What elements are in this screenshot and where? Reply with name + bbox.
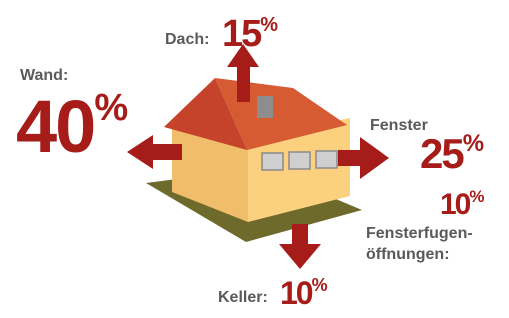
value: 25 — [420, 130, 464, 177]
arrow-left — [150, 144, 182, 160]
arrow-left-head — [127, 135, 153, 169]
percent: 10% — [280, 275, 328, 311]
window — [262, 153, 283, 170]
arrow-up — [237, 64, 250, 102]
value: 15 — [222, 13, 262, 55]
unit: % — [94, 87, 127, 129]
label: Dach: — [165, 31, 209, 48]
heat-loss-diagram: Dach: 15% Wand: 40% Fenster 25% 10% Fens… — [0, 0, 509, 318]
arrow-down-head — [279, 244, 321, 269]
label: Fensterfugen- — [366, 225, 473, 242]
arrow-down — [292, 224, 308, 247]
chimney — [257, 96, 273, 118]
unit: % — [469, 187, 484, 206]
unit: % — [312, 275, 328, 295]
percent: 40% — [16, 85, 127, 168]
value: 40 — [16, 85, 94, 168]
percent: 15% — [222, 13, 278, 55]
page: Dach: 15% Wand: 40% Fenster 25% 10% Fens… — [0, 0, 509, 318]
label: öffnungen: — [366, 246, 450, 263]
arrow-right-head — [360, 137, 389, 179]
value: 10 — [440, 188, 471, 221]
percent: 10% — [440, 187, 484, 221]
window — [316, 151, 337, 168]
arrow-right — [338, 150, 363, 166]
unit: % — [260, 14, 278, 36]
value: 10 — [280, 275, 313, 311]
label: Wand: — [20, 67, 68, 84]
label: Keller: — [218, 289, 268, 306]
unit: % — [463, 130, 484, 157]
window — [289, 152, 310, 169]
percent: 25% — [420, 130, 484, 177]
